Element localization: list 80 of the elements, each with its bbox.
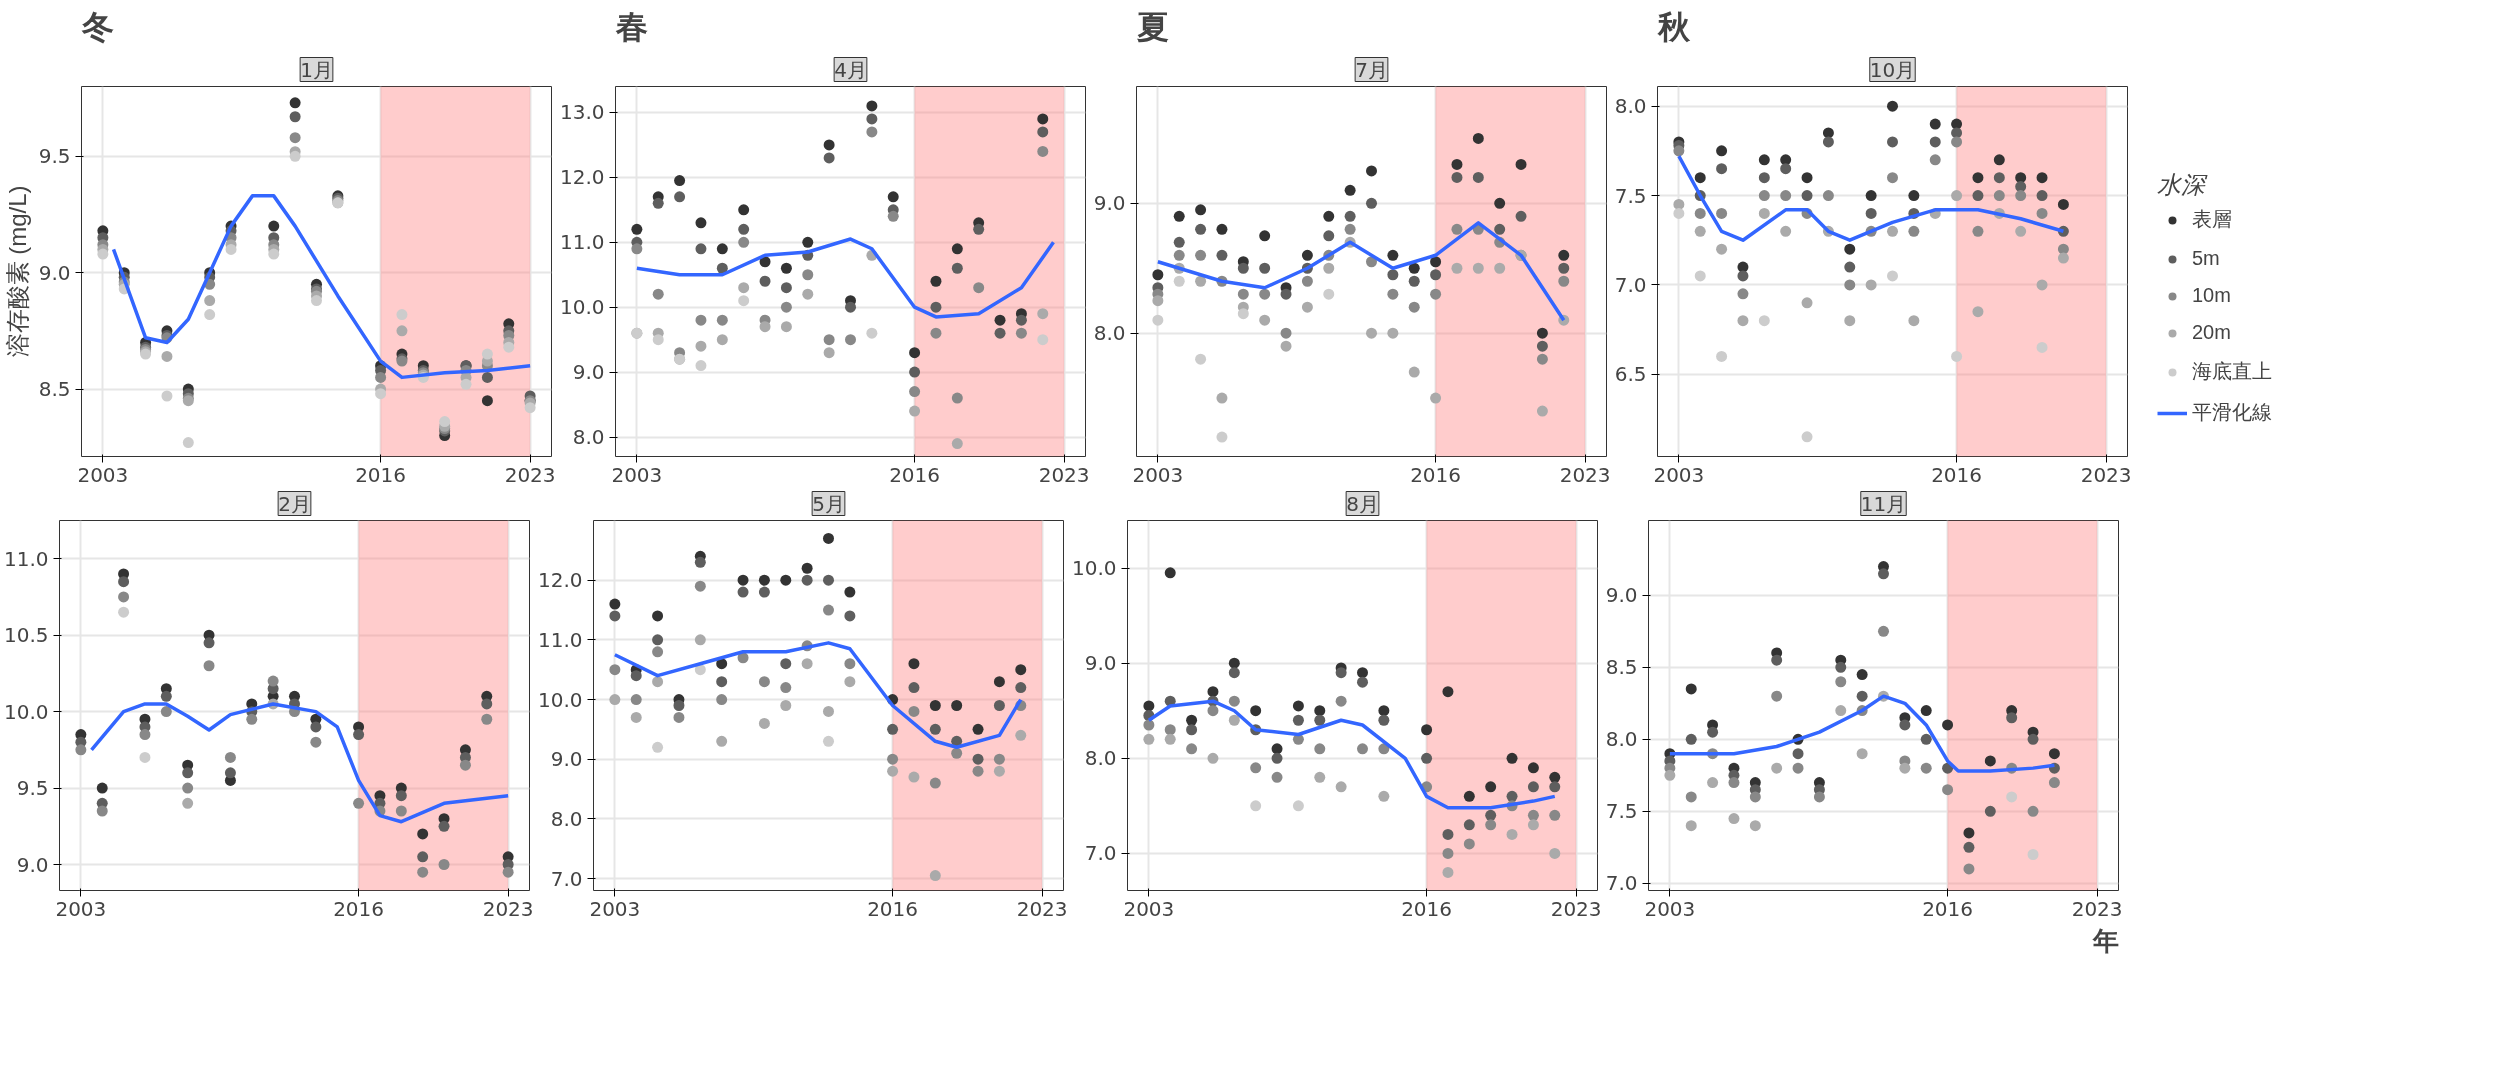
y-tick-label: 13.0: [559, 100, 605, 125]
y-tick-label: 9.0: [16, 852, 49, 877]
y-tick-label: 8.0: [1084, 746, 1117, 771]
chart-subtitle: 1月: [300, 57, 333, 82]
x-tick-label: 2023: [504, 462, 556, 487]
legend-label: 10m: [2192, 284, 2231, 307]
y-tick-label: 9.0: [572, 360, 605, 385]
x-tick-label: 2003: [611, 462, 663, 487]
chart-title: 春: [614, 7, 648, 46]
x-tick-label: 2016: [1401, 896, 1453, 921]
legend-label: 20m: [2192, 321, 2231, 344]
y-tick-label: 7.5: [1605, 799, 1638, 824]
y-tick-label: 9.0: [1084, 651, 1117, 676]
y-tick-label: 8.5: [38, 377, 71, 402]
y-tick-label: 9.5: [38, 144, 71, 169]
y-tick-label: 8.5: [1605, 655, 1638, 680]
y-tick-label: 7.0: [1614, 272, 1647, 297]
legend-label: 海底直上: [2192, 359, 2272, 384]
y-tick-label: 7.5: [1614, 183, 1647, 208]
y-tick-label: 7.0: [1084, 841, 1117, 866]
x-tick-label: 2023: [2071, 896, 2123, 921]
legend-title: 水深: [2157, 170, 2209, 200]
y-axis-title: 溶存酸素 (mg/L): [3, 185, 31, 358]
x-tick-label: 2016: [889, 462, 941, 487]
y-tick-label: 8.0: [550, 806, 583, 831]
chart-title: 冬: [80, 7, 114, 46]
x-tick-label: 2023: [2080, 462, 2132, 487]
x-tick-label: 2003: [55, 896, 107, 921]
y-tick-label: 10.0: [3, 699, 49, 724]
y-tick-label: 12.0: [559, 165, 605, 190]
x-tick-label: 2016: [1931, 462, 1983, 487]
x-tick-label: 2003: [1653, 462, 1705, 487]
y-tick-label: 10.0: [559, 295, 605, 320]
x-tick-label: 2023: [1559, 462, 1611, 487]
y-tick-label: 8.0: [1614, 94, 1647, 119]
y-tick-label: 10.0: [1071, 556, 1117, 581]
y-tick-label: 9.0: [1093, 191, 1126, 216]
x-tick-label: 2016: [1410, 462, 1462, 487]
x-tick-label: 2003: [1132, 462, 1184, 487]
y-tick-label: 9.0: [1605, 583, 1638, 608]
legend-label: 表層: [2192, 207, 2232, 232]
y-tick-label: 7.0: [550, 866, 583, 891]
x-tick-label: 2023: [1038, 462, 1090, 487]
x-tick-label: 2016: [355, 462, 407, 487]
chart-subtitle: 5月: [812, 491, 845, 516]
chart-subtitle: 11月: [1860, 491, 1907, 516]
chart-title: 秋: [1656, 7, 1691, 46]
y-tick-label: 7.0: [1605, 871, 1638, 896]
legend-label: 5m: [2192, 247, 2220, 270]
y-tick-label: 8.0: [1093, 321, 1126, 346]
chart-subtitle: 7月: [1355, 57, 1388, 82]
x-tick-label: 2016: [1922, 896, 1974, 921]
chart-subtitle: 10月: [1869, 57, 1916, 82]
y-tick-label: 9.5: [16, 776, 49, 801]
chart-subtitle: 8月: [1346, 491, 1379, 516]
chart-subtitle: 4月: [834, 57, 867, 82]
x-tick-label: 2023: [1550, 896, 1602, 921]
x-tick-label: 2023: [482, 896, 534, 921]
x-tick-label: 2003: [589, 896, 641, 921]
y-tick-label: 11.0: [559, 230, 605, 255]
x-tick-label: 2003: [1123, 896, 1175, 921]
x-tick-label: 2023: [1016, 896, 1068, 921]
y-tick-label: 8.0: [1605, 727, 1638, 752]
y-tick-label: 10.5: [3, 623, 49, 648]
y-tick-label: 9.0: [38, 260, 71, 285]
y-tick-label: 8.0: [572, 425, 605, 450]
x-tick-label: 2003: [1644, 896, 1696, 921]
chart-subtitle: 2月: [278, 491, 311, 516]
x-tick-label: 2003: [77, 462, 129, 487]
y-tick-label: 6.5: [1614, 362, 1647, 387]
y-tick-label: 10.0: [537, 687, 583, 712]
y-tick-label: 11.0: [3, 546, 49, 571]
y-tick-label: 9.0: [550, 747, 583, 772]
chart-title: 夏: [1135, 7, 1169, 46]
legend-label: 平滑化線: [2192, 400, 2272, 425]
x-tick-label: 2016: [867, 896, 919, 921]
x-tick-label: 2016: [333, 896, 385, 921]
y-tick-label: 12.0: [537, 568, 583, 593]
x-axis-title: 年: [2091, 925, 2119, 956]
y-tick-label: 11.0: [537, 627, 583, 652]
